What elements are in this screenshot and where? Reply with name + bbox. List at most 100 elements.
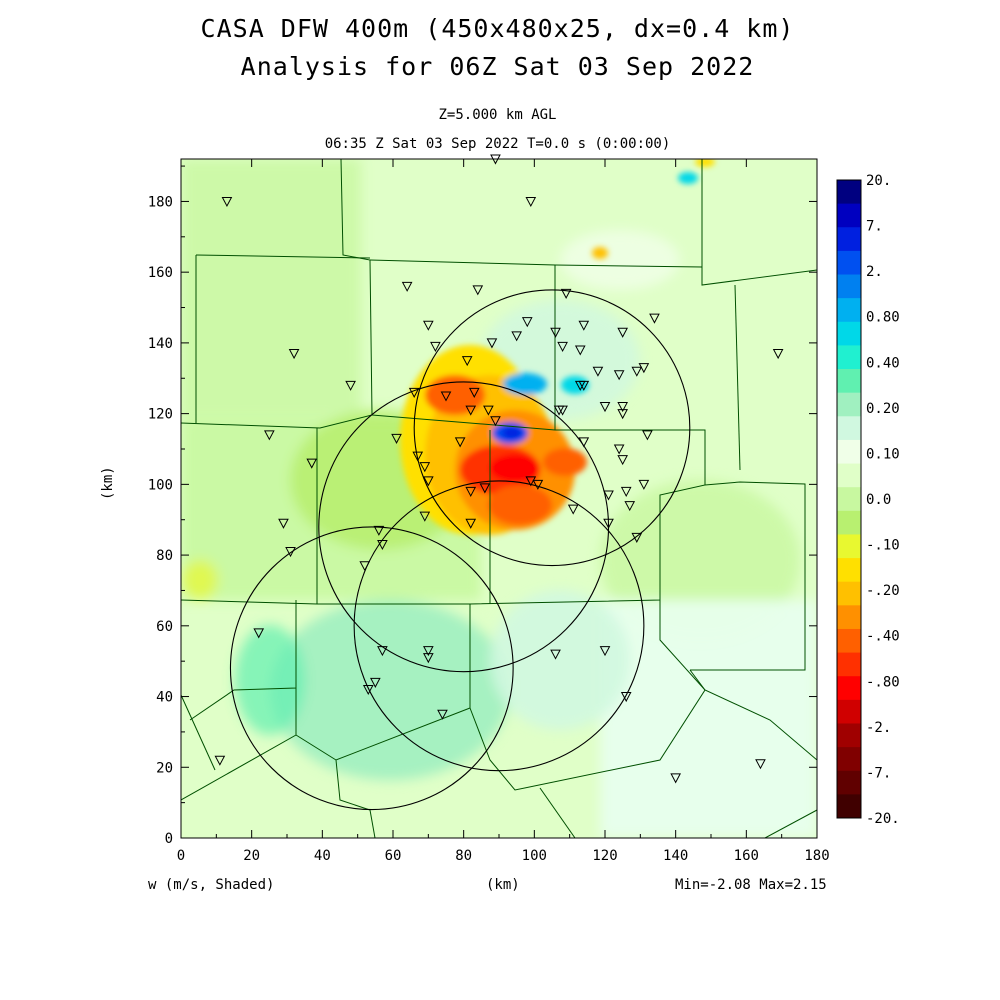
- shaded-w-field: [181, 159, 817, 838]
- station-markers: [214, 154, 784, 784]
- colorbar-swatch: [837, 581, 861, 606]
- station-marker: [772, 349, 784, 360]
- station-marker: [345, 380, 356, 391]
- station-marker: [550, 327, 561, 338]
- colorbar-label: -7.: [866, 765, 891, 781]
- station-marker: [370, 677, 381, 688]
- station-marker: [401, 281, 413, 292]
- colorbar-label: 0.0: [866, 492, 891, 508]
- station-marker: [620, 486, 632, 497]
- station-marker: [461, 356, 473, 367]
- x-axis: 0 20 40 60 80 100 120 140 160 180: [177, 159, 830, 864]
- x-tick-label: 120: [592, 848, 617, 864]
- station-marker: [423, 320, 434, 331]
- x-tick-label: 0: [177, 848, 185, 864]
- station-marker: [578, 437, 590, 448]
- colorbar-swatch: [837, 770, 861, 795]
- colorbar-swatch: [837, 510, 861, 535]
- station-marker: [285, 547, 296, 558]
- x-tick-label: 160: [734, 848, 759, 864]
- station-marker: [419, 462, 431, 473]
- x-tick-label: 140: [663, 848, 688, 864]
- colorbar-swatch: [837, 723, 861, 748]
- station-marker: [642, 430, 653, 441]
- station-marker: [617, 402, 628, 413]
- colorbar-swatch: [837, 699, 861, 724]
- y-tick-label: 140: [148, 336, 173, 352]
- colorbar-label: 0.10: [866, 446, 900, 462]
- station-marker: [440, 391, 452, 402]
- station-marker: [560, 288, 572, 299]
- colorbar-swatch: [837, 439, 861, 465]
- station-marker: [306, 458, 318, 469]
- colorbar-label: 2.: [866, 264, 883, 280]
- station-marker: [486, 338, 498, 349]
- radar-ring: [413, 289, 691, 567]
- station-marker: [253, 628, 265, 639]
- colorbar-label: 0.20: [866, 401, 900, 417]
- colorbar-label: 20.: [866, 173, 891, 189]
- station-marker: [423, 476, 434, 487]
- station-marker: [423, 646, 434, 657]
- station-marker: [557, 341, 568, 353]
- radar-ring: [229, 526, 514, 811]
- station-marker: [578, 320, 590, 331]
- station-marker: [567, 504, 579, 515]
- station-marker: [278, 518, 289, 529]
- station-marker: [479, 483, 491, 494]
- y-tick-label: 100: [148, 477, 173, 493]
- station-marker: [472, 285, 484, 296]
- station-marker: [631, 532, 643, 543]
- station-marker: [613, 444, 625, 455]
- station-marker: [490, 416, 501, 427]
- station-marker: [391, 433, 402, 444]
- colorbar-swatch: [837, 298, 861, 323]
- plot-title: CASA DFW 400m (450x480x25, dx=0.4 km): [200, 14, 795, 43]
- station-marker: [437, 709, 448, 720]
- colorbar-swatch: [837, 203, 861, 228]
- colorbar-swatch: [837, 250, 861, 276]
- station-marker: [483, 405, 494, 416]
- station-marker: [631, 366, 643, 377]
- y-tick-label: 20: [156, 760, 173, 776]
- station-marker: [468, 387, 480, 398]
- y-tick-label: 160: [148, 265, 173, 281]
- station-marker: [617, 409, 628, 420]
- station-marker: [532, 479, 544, 490]
- colorbar-label: -.20: [866, 583, 900, 599]
- colorbar-swatch: [837, 321, 861, 346]
- x-tick-label: 80: [455, 848, 472, 864]
- station-marker: [465, 518, 477, 529]
- x-tick-label: 40: [314, 848, 331, 864]
- station-marker: [362, 684, 374, 696]
- colorbar-swatch: [837, 180, 861, 205]
- x-tick-label: 100: [522, 848, 547, 864]
- station-marker: [624, 501, 636, 512]
- station-marker: [511, 331, 522, 342]
- colorbar-label: -.40: [866, 629, 900, 645]
- colorbar-label: -.10: [866, 538, 900, 554]
- colorbar-swatch: [837, 534, 861, 559]
- county-boundaries: [181, 159, 817, 838]
- station-marker: [592, 366, 604, 377]
- station-marker: [419, 511, 431, 522]
- colorbar-swatch: [837, 676, 861, 701]
- colorbar-swatch: [837, 605, 861, 630]
- station-marker: [670, 773, 681, 784]
- y-tick-label: 120: [148, 407, 173, 423]
- station-marker: [574, 345, 586, 356]
- y-axis: 0 20 40 60 80 100 120 140 160 180: [148, 165, 817, 847]
- station-marker: [578, 380, 590, 391]
- min-max-label: Min=-2.08 Max=2.15: [675, 877, 827, 893]
- station-marker: [599, 646, 611, 657]
- station-marker: [221, 196, 233, 208]
- y-tick-label: 180: [148, 194, 173, 210]
- x-tick-label: 180: [804, 848, 829, 864]
- station-marker: [373, 525, 385, 536]
- colorbar-swatch: [837, 794, 861, 819]
- station-marker: [553, 405, 565, 416]
- colorbar-swatch: [837, 274, 861, 299]
- x-axis-label: (km): [486, 877, 520, 893]
- station-marker: [525, 196, 537, 208]
